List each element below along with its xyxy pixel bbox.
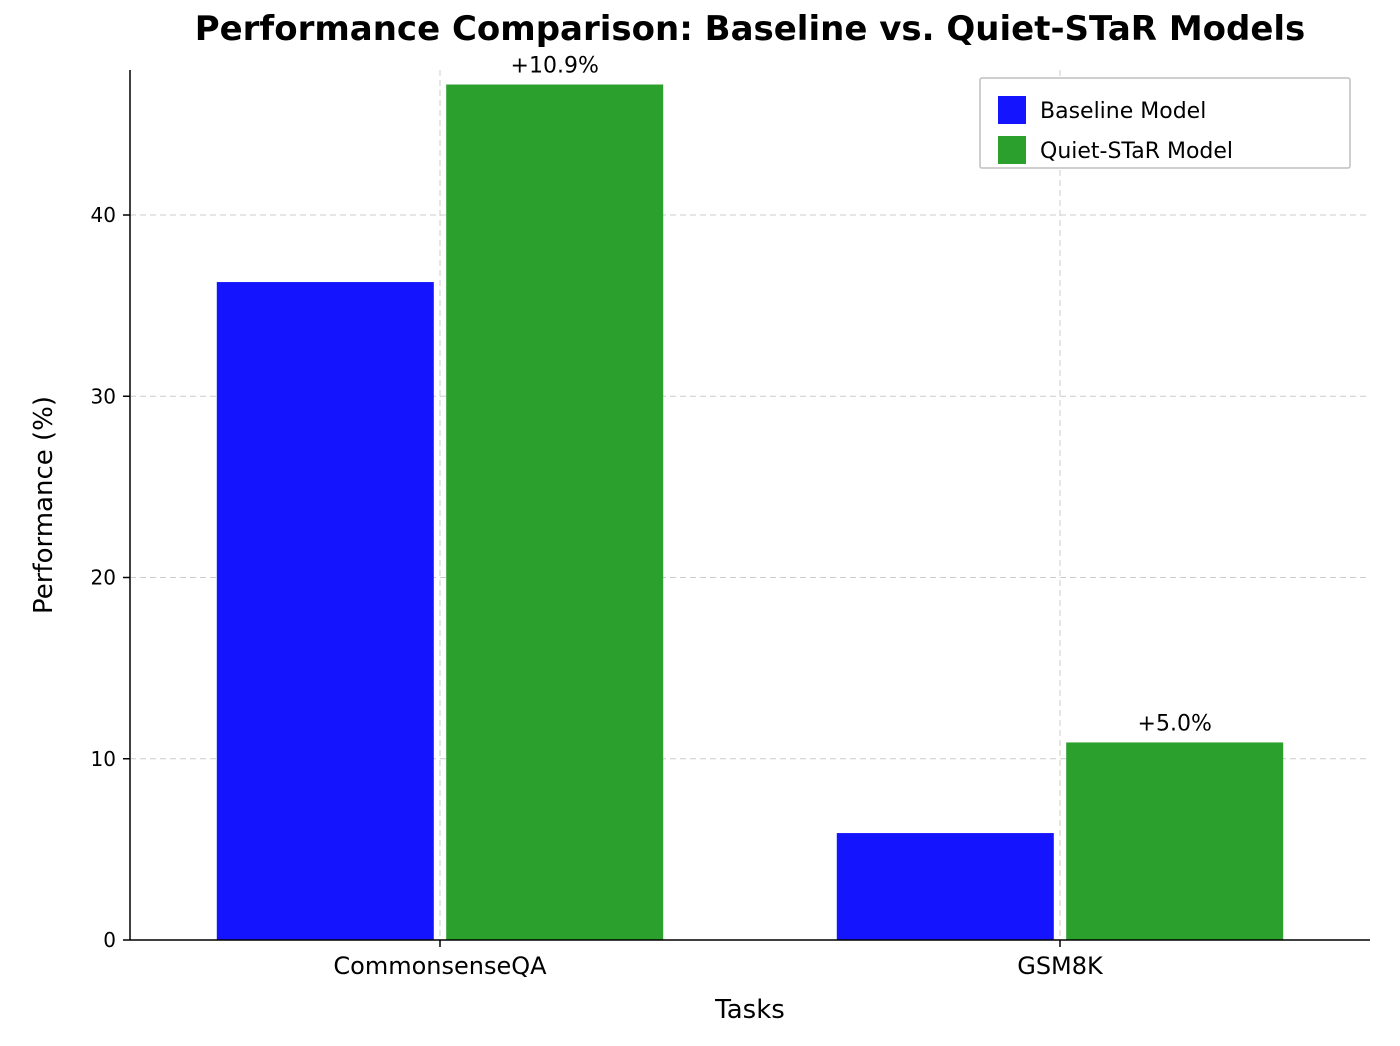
bar-quietstar [1066, 742, 1283, 940]
y-tick-label: 20 [91, 566, 116, 590]
bar-baseline [837, 833, 1054, 940]
bar-quietstar [446, 85, 663, 941]
y-axis-label: Performance (%) [29, 396, 59, 614]
legend-swatch [998, 96, 1026, 124]
performance-bar-chart: Performance Comparison: Baseline vs. Qui… [0, 0, 1400, 1046]
x-axis-label: Tasks [714, 995, 785, 1025]
y-tick-label: 0 [103, 928, 116, 952]
x-tick-label: CommonsenseQA [333, 952, 547, 980]
chart-title: Performance Comparison: Baseline vs. Qui… [195, 9, 1306, 49]
y-tick-label: 10 [91, 747, 116, 771]
legend-swatch [998, 136, 1026, 164]
delta-label: +5.0% [1138, 711, 1212, 736]
x-tick-label: GSM8K [1017, 952, 1104, 980]
y-tick-label: 40 [91, 203, 116, 227]
legend-label: Quiet-STaR Model [1040, 139, 1233, 164]
bar-baseline [217, 282, 434, 940]
legend-label: Baseline Model [1040, 99, 1206, 124]
delta-label: +10.9% [511, 54, 599, 79]
y-tick-label: 30 [91, 384, 116, 408]
chart-container: Performance Comparison: Baseline vs. Qui… [0, 0, 1400, 1046]
